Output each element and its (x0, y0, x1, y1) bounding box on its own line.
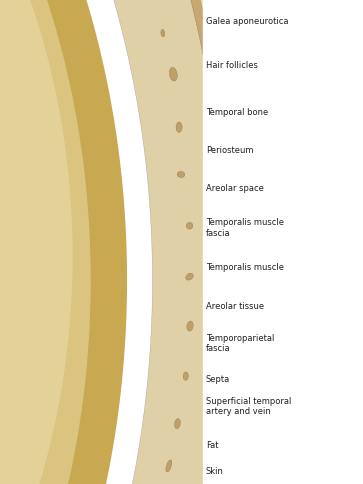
Ellipse shape (240, 249, 248, 262)
Circle shape (0, 0, 91, 484)
Ellipse shape (186, 273, 193, 281)
Ellipse shape (274, 0, 281, 6)
Polygon shape (0, 0, 234, 484)
Ellipse shape (186, 223, 193, 229)
Polygon shape (0, 0, 292, 484)
Ellipse shape (302, 198, 309, 209)
Polygon shape (0, 0, 225, 484)
Polygon shape (0, 0, 318, 484)
Text: Periosteum: Periosteum (206, 146, 253, 154)
Text: Skin: Skin (206, 466, 224, 475)
Ellipse shape (269, 294, 276, 308)
Ellipse shape (175, 419, 180, 429)
Ellipse shape (236, 168, 244, 182)
Polygon shape (0, 0, 325, 484)
Polygon shape (0, 0, 127, 484)
Polygon shape (0, 0, 260, 484)
Ellipse shape (266, 200, 274, 215)
Ellipse shape (176, 123, 182, 133)
Text: Areolar space: Areolar space (206, 183, 264, 192)
Ellipse shape (239, 330, 247, 343)
Ellipse shape (232, 410, 240, 424)
Ellipse shape (211, 10, 219, 23)
Text: Temporalis muscle
fascia: Temporalis muscle fascia (206, 218, 284, 237)
Ellipse shape (304, 267, 311, 278)
Ellipse shape (226, 88, 234, 102)
Ellipse shape (161, 30, 165, 38)
Polygon shape (0, 0, 285, 484)
Ellipse shape (264, 387, 271, 402)
Text: Temporalis muscle: Temporalis muscle (206, 263, 284, 272)
Ellipse shape (303, 336, 310, 347)
Ellipse shape (287, 62, 294, 73)
Text: Hair follicles: Hair follicles (206, 61, 258, 70)
Text: Superficial temporal
artery and vein: Superficial temporal artery and vein (206, 396, 291, 415)
Ellipse shape (242, 16, 249, 30)
Ellipse shape (290, 472, 296, 483)
Ellipse shape (183, 372, 188, 380)
Ellipse shape (296, 130, 303, 141)
Text: Temporoparietal
fascia: Temporoparietal fascia (206, 333, 274, 352)
Text: Fat: Fat (206, 440, 218, 449)
Ellipse shape (252, 480, 259, 484)
Text: Galea aponeurotica: Galea aponeurotica (206, 17, 288, 26)
Polygon shape (0, 0, 254, 484)
Ellipse shape (170, 68, 177, 82)
Text: Septa: Septa (206, 374, 230, 383)
Ellipse shape (166, 460, 172, 472)
Text: Temporal bone: Temporal bone (206, 108, 268, 117)
Ellipse shape (187, 321, 193, 332)
Text: Areolar tissue: Areolar tissue (206, 302, 264, 310)
Polygon shape (0, 0, 298, 484)
Ellipse shape (177, 172, 185, 178)
Ellipse shape (257, 107, 265, 122)
Ellipse shape (298, 405, 305, 415)
Circle shape (0, 0, 73, 484)
